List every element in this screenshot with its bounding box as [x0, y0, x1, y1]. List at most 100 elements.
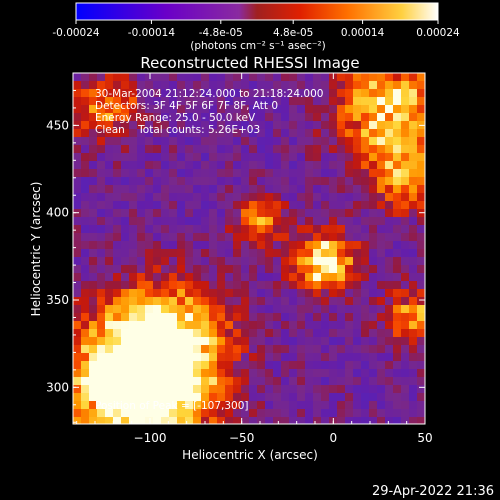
heatmap-cell [417, 145, 425, 153]
heatmap-cell [201, 209, 209, 217]
heatmap-cell [209, 169, 217, 177]
heatmap-cell [393, 401, 401, 409]
heatmap-cell [321, 121, 329, 129]
heatmap-cell [257, 273, 265, 281]
heatmap-cell [193, 225, 201, 233]
heatmap-cell [129, 377, 137, 385]
heatmap-cell [313, 313, 321, 321]
heatmap-cell [417, 193, 425, 201]
heatmap-cell [393, 321, 401, 329]
heatmap-cell [297, 177, 305, 185]
heatmap-cell [193, 313, 201, 321]
heatmap-cell [225, 121, 233, 129]
heatmap-cell [169, 297, 177, 305]
heatmap-cell [369, 225, 377, 233]
heatmap-cell [145, 105, 153, 113]
heatmap-cell [345, 265, 353, 273]
heatmap-cell [393, 417, 401, 424]
heatmap-cell [273, 249, 281, 257]
heatmap-cell [393, 345, 401, 353]
heatmap-cell [353, 137, 361, 145]
heatmap-cell [217, 233, 225, 241]
heatmap-cell [193, 305, 201, 313]
heatmap-cell [305, 265, 313, 273]
heatmap-cell [313, 409, 321, 417]
heatmap-cell [105, 249, 113, 257]
heatmap-cell [313, 281, 321, 289]
heatmap-cell [241, 97, 249, 105]
heatmap-cell [273, 177, 281, 185]
heatmap-cell [281, 89, 289, 97]
heatmap-cell [217, 169, 225, 177]
heatmap-cell [145, 233, 153, 241]
heatmap-cell [369, 81, 377, 89]
heatmap-cell [97, 201, 105, 209]
heatmap-cell [409, 297, 417, 305]
heatmap-cell [185, 361, 193, 369]
heatmap-cell [169, 129, 177, 137]
heatmap-cell [145, 121, 153, 129]
heatmap-cell [265, 393, 273, 401]
heatmap-cell [113, 345, 121, 353]
heatmap-cell [241, 185, 249, 193]
heatmap-cell [233, 97, 241, 105]
heatmap-cell [225, 145, 233, 153]
heatmap-cell [353, 313, 361, 321]
heatmap-cell [417, 329, 425, 337]
heatmap-cell [329, 209, 337, 217]
heatmap-cell [153, 185, 161, 193]
heatmap-cell [89, 329, 97, 337]
heatmap-cell [385, 169, 393, 177]
heatmap-cell [97, 193, 105, 201]
heatmap-cell [97, 145, 105, 153]
heatmap-cell [129, 81, 137, 89]
heatmap-cell [225, 185, 233, 193]
heatmap-cell [129, 257, 137, 265]
heatmap-cell [313, 169, 321, 177]
heatmap-cell [121, 337, 129, 345]
heatmap-cell [145, 113, 153, 121]
heatmap-cell [89, 137, 97, 145]
heatmap-cell [313, 177, 321, 185]
heatmap-cell [361, 313, 369, 321]
heatmap-cell [89, 417, 97, 424]
heatmap-cell [73, 265, 81, 273]
heatmap-cell [105, 97, 113, 105]
heatmap-cell [401, 297, 409, 305]
heatmap-cell [73, 321, 81, 329]
heatmap-cell [73, 361, 81, 369]
heatmap-cell [225, 201, 233, 209]
heatmap-cell [217, 401, 225, 409]
heatmap-cell [89, 393, 97, 401]
heatmap-cell [161, 233, 169, 241]
heatmap-cell [105, 281, 113, 289]
heatmap-cell [417, 257, 425, 265]
heatmap-cell [337, 97, 345, 105]
heatmap-cell [81, 401, 89, 409]
heatmap-cell [129, 273, 137, 281]
heatmap-cell [89, 353, 97, 361]
heatmap-cell [105, 129, 113, 137]
heatmap-cell [233, 329, 241, 337]
heatmap-cell [257, 305, 265, 313]
heatmap-cell [233, 409, 241, 417]
heatmap-cell [73, 305, 81, 313]
heatmap-cell [401, 153, 409, 161]
heatmap-cell [257, 121, 265, 129]
heatmap-cell [353, 73, 361, 81]
heatmap-cell [281, 113, 289, 121]
heatmap-cell [273, 257, 281, 265]
heatmap-cell [297, 121, 305, 129]
heatmap-cell [105, 297, 113, 305]
heatmap-cell [401, 337, 409, 345]
heatmap-cell [329, 409, 337, 417]
heatmap-cell [305, 105, 313, 113]
heatmap-cell [345, 377, 353, 385]
heatmap-cell [369, 73, 377, 81]
heatmap-cell [369, 161, 377, 169]
heatmap-cell [169, 345, 177, 353]
heatmap-cell [369, 329, 377, 337]
heatmap-cell [401, 249, 409, 257]
heatmap-cell [217, 297, 225, 305]
heatmap-cell [105, 193, 113, 201]
